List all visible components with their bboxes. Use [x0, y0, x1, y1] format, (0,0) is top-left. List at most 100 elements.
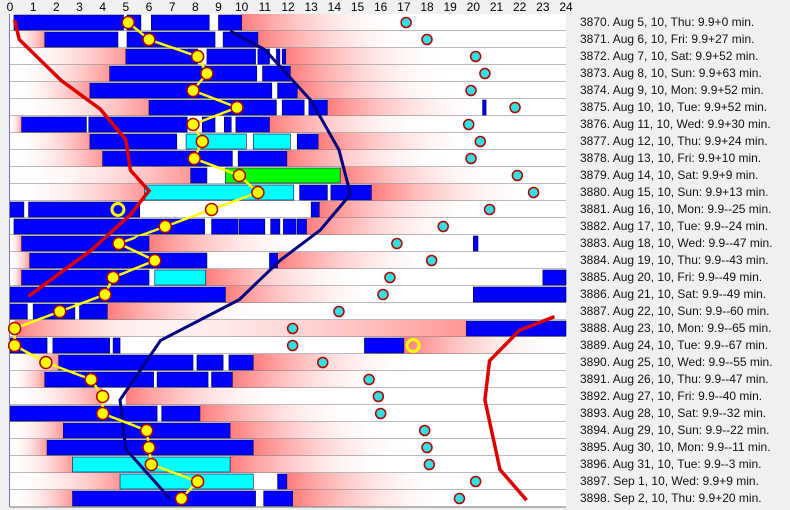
sleep-block	[482, 99, 487, 116]
forecast-circle	[421, 33, 433, 46]
sleep-block	[9, 405, 158, 422]
sleep-point	[142, 440, 156, 455]
sleep-block	[277, 82, 298, 99]
sleep-block	[252, 133, 291, 150]
pressure-gradient-right	[290, 65, 453, 82]
pressure-gradient-right	[269, 116, 432, 133]
sleep-point	[186, 117, 200, 132]
row-label: 3885. Aug 20, 10, Fri: 9.9--49 min.	[580, 270, 763, 284]
sleep-block	[89, 133, 178, 150]
row-label: 3879. Aug 14, 10, Sat: 9.9+9 min.	[580, 168, 759, 182]
sleep-block	[263, 490, 293, 507]
sleep-block	[310, 201, 320, 218]
sleep-point	[186, 83, 200, 98]
row-label: 3894. Aug 29, 10, Sun: 9.9--22 min.	[580, 423, 770, 437]
sleep-point	[200, 66, 214, 81]
pressure-gradient-right	[107, 303, 270, 320]
sleep-block	[109, 65, 258, 82]
x-tick-label: 11	[259, 0, 272, 14]
pressure-gradient-left	[10, 490, 73, 507]
forecast-circle	[437, 220, 449, 233]
x-tick-label: 20	[467, 0, 481, 14]
sleep-point	[174, 491, 189, 506]
row-label: 3874. Aug 9, 10, Mon: 9.9+52 min.	[580, 83, 764, 97]
sleep-point	[139, 423, 154, 438]
x-tick-label: 22	[513, 0, 527, 14]
pressure-gradient-left	[10, 65, 110, 82]
x-tick-label: 10	[235, 0, 249, 14]
sleep-block	[299, 184, 328, 201]
pressure-gradient-right	[327, 99, 490, 116]
sleep-block	[126, 31, 216, 48]
circadian-blue-curve	[118, 29, 353, 500]
row-label: 3871. Aug 6, 10, Fri: 9.9+27 min.	[580, 32, 755, 46]
x-tick-label: 1	[30, 0, 37, 14]
x-tick-label: 18	[420, 0, 434, 14]
sleep-block	[9, 201, 25, 218]
pressure-gradient-right	[230, 422, 393, 439]
sleep-block	[148, 99, 277, 116]
pressure-gradient-right	[292, 490, 455, 507]
row-label: 3895. Aug 30, 10, Mon: 9.9--11 min.	[580, 440, 771, 454]
x-tick-label: 6	[146, 0, 153, 14]
sleep-point	[204, 202, 219, 217]
sleep-block	[58, 354, 194, 371]
sleep-block	[223, 116, 232, 133]
pressure-gradient-right	[286, 473, 450, 490]
sleep-block	[156, 371, 209, 388]
pressure-gradient-left	[10, 252, 30, 269]
x-tick-label: 16	[374, 0, 388, 14]
forecast-circle	[453, 492, 466, 505]
sleep-block	[185, 133, 247, 150]
sleep-block	[125, 48, 198, 65]
sleep-block	[542, 269, 567, 286]
sleep-point	[7, 338, 22, 353]
sleep-point	[230, 100, 244, 115]
sleep-block	[88, 116, 188, 133]
forecast-circle	[527, 186, 540, 199]
x-tick-label: 9	[215, 0, 222, 14]
x-tick-label: 23	[536, 0, 550, 14]
forecast-circle	[377, 288, 389, 301]
sleep-point	[95, 406, 110, 421]
sleep-block	[144, 184, 295, 201]
forecast-circle	[286, 339, 299, 352]
row-label: 3890. Aug 25, 10, Wed: 9.9--55 min.	[580, 355, 773, 369]
sleep-block	[270, 218, 281, 235]
row-label: 3884. Aug 19, 10, Thu: 9.9--43 min.	[580, 253, 769, 267]
sleep-block	[9, 303, 28, 320]
pressure-gradient-right	[340, 167, 503, 184]
forecast-circle	[333, 305, 345, 318]
pressure-gradient-right	[125, 388, 288, 405]
sleep-block	[239, 218, 266, 235]
forecast-circle	[286, 322, 299, 335]
pressure-gradient-right	[257, 31, 421, 48]
row-label: 3880. Aug 15, 10, Sun: 9.9+13 min.	[580, 185, 769, 199]
x-tick-label: 7	[169, 0, 176, 14]
forecast-circle	[384, 271, 396, 284]
pressure-gradient-left	[10, 439, 48, 456]
sleep-block	[211, 371, 233, 388]
forecast-circle	[391, 237, 403, 250]
sleep-point	[158, 219, 172, 234]
sleep-block	[29, 252, 208, 269]
sleep-point	[251, 185, 265, 200]
x-tick-label: 17	[397, 0, 411, 14]
row-label: 3898. Sep 2, 10, Thu: 9.9+20 min.	[580, 491, 762, 505]
sleep-block	[13, 14, 124, 31]
pressure-gradient-left	[10, 167, 191, 184]
forecast-circle	[462, 118, 475, 131]
row-label: 3893. Aug 28, 10, Sat: 9.9--32 min.	[580, 406, 767, 420]
sleep-block	[21, 269, 150, 286]
row-label: 3888. Aug 23, 10, Mon: 9.9--65 min.	[580, 321, 772, 335]
forecast-circle	[469, 50, 482, 63]
hollow-marker	[133, 236, 149, 251]
row-label: 3887. Aug 22, 10, Sun: 9.9--60 min.	[580, 304, 770, 318]
sleep-block	[296, 218, 307, 235]
sleep-point	[144, 457, 159, 472]
sleep-block	[296, 133, 319, 150]
sleep-point	[95, 389, 110, 404]
x-tick-label: 5	[122, 0, 129, 14]
x-tick-label: 21	[490, 0, 504, 14]
sleep-block	[79, 303, 108, 320]
